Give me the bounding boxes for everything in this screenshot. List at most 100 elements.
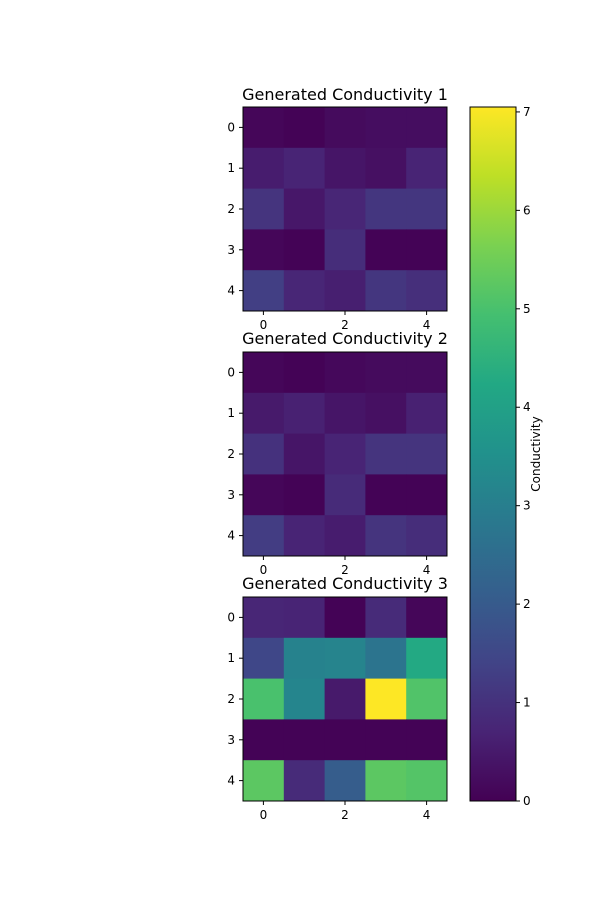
cell-r1-c3 bbox=[365, 392, 407, 435]
cell-r4-c1 bbox=[283, 760, 326, 802]
cell-r1-c1 bbox=[283, 637, 326, 680]
x-tick-label: 2 bbox=[341, 808, 349, 822]
cell-r0-c0 bbox=[243, 352, 285, 394]
cell-r1-c0 bbox=[243, 147, 285, 190]
cell-r1-c2 bbox=[324, 147, 366, 190]
cell-r2-c3 bbox=[365, 433, 407, 475]
y-axis: 0 1 2 3 4 bbox=[227, 610, 243, 788]
cell-r2-c2 bbox=[324, 188, 366, 230]
y-tick-label: 3 bbox=[227, 243, 235, 257]
y-tick-label: 3 bbox=[227, 733, 235, 747]
cell-r4-c3 bbox=[365, 760, 407, 802]
cell-r0-c0 bbox=[243, 107, 285, 149]
cell-r1-c3 bbox=[365, 147, 407, 190]
y-tick-label: 1 bbox=[227, 406, 235, 420]
cell-r3-c2 bbox=[324, 474, 366, 516]
x-tick-label: 4 bbox=[423, 563, 431, 577]
cell-r0-c3 bbox=[365, 597, 407, 639]
cell-r0-c1 bbox=[283, 597, 326, 639]
x-tick-label: 4 bbox=[423, 318, 431, 332]
cell-r4-c1 bbox=[283, 515, 326, 557]
cell-r1-c4 bbox=[406, 392, 448, 435]
heatmap-panel-3: 0 1 2 3 4 0 2 4 bbox=[227, 596, 448, 822]
cell-r2-c1 bbox=[283, 433, 326, 475]
colorbar-gradient bbox=[470, 107, 516, 801]
cell-r3-c3 bbox=[365, 719, 407, 761]
colorbar-tick-label: 4 bbox=[523, 400, 531, 414]
cell-r1-c2 bbox=[324, 392, 366, 435]
cell-r1-c0 bbox=[243, 392, 285, 435]
cell-r0-c1 bbox=[283, 352, 326, 394]
cell-r3-c4 bbox=[406, 229, 448, 271]
x-axis: 0 2 4 bbox=[260, 556, 431, 577]
colorbar-ticks: 0 1 2 3 4 5 6 7 bbox=[516, 105, 531, 808]
x-tick-label: 2 bbox=[341, 563, 349, 577]
colorbar-tick-label: 1 bbox=[523, 696, 531, 710]
colorbar-tick-label: 6 bbox=[523, 203, 531, 217]
cell-r1-c2 bbox=[324, 637, 366, 680]
cell-r0-c4 bbox=[406, 352, 448, 394]
y-tick-label: 4 bbox=[227, 529, 235, 543]
y-tick-label: 4 bbox=[227, 284, 235, 298]
heatmap-cells bbox=[243, 107, 448, 312]
cell-r2-c0 bbox=[243, 433, 285, 475]
y-tick-label: 2 bbox=[227, 692, 235, 706]
cell-r3-c1 bbox=[283, 474, 326, 516]
colorbar-tick-label: 2 bbox=[523, 597, 531, 611]
cell-r4-c2 bbox=[324, 760, 366, 802]
cell-r4-c1 bbox=[283, 270, 326, 312]
y-axis: 0 1 2 3 4 bbox=[227, 365, 243, 543]
colorbar-tick-label: 5 bbox=[523, 302, 531, 316]
cell-r0-c1 bbox=[283, 107, 326, 149]
y-tick-label: 0 bbox=[227, 610, 235, 624]
cell-r3-c0 bbox=[243, 474, 285, 516]
colorbar-frame bbox=[469, 106, 517, 802]
cell-r3-c3 bbox=[365, 474, 407, 516]
cell-r2-c4 bbox=[406, 433, 448, 475]
cell-r2-c4 bbox=[406, 188, 448, 230]
cell-r4-c4 bbox=[406, 270, 448, 312]
cell-r2-c2 bbox=[324, 433, 366, 475]
cell-r0-c4 bbox=[406, 597, 448, 639]
y-tick-label: 1 bbox=[227, 161, 235, 175]
cell-r4-c2 bbox=[324, 515, 366, 557]
colorbar-tick-label: 7 bbox=[523, 105, 531, 119]
x-axis: 0 2 4 bbox=[260, 311, 431, 332]
cell-r2-c1 bbox=[283, 678, 326, 720]
panel-title: Generated Conductivity 2 bbox=[242, 329, 448, 348]
cell-r1-c4 bbox=[406, 637, 448, 680]
cell-r1-c1 bbox=[283, 147, 326, 190]
cell-r0-c3 bbox=[365, 107, 407, 149]
cell-r0-c2 bbox=[324, 352, 366, 394]
cell-r4-c4 bbox=[406, 515, 448, 557]
x-tick-label: 4 bbox=[423, 808, 431, 822]
cell-r2-c0 bbox=[243, 188, 285, 230]
y-axis: 0 1 2 3 4 bbox=[227, 120, 243, 298]
cell-r0-c2 bbox=[324, 107, 366, 149]
cell-r2-c4 bbox=[406, 678, 448, 720]
cell-r2-c3 bbox=[365, 678, 407, 720]
heatmap-panel-1: 0 1 2 3 4 0 2 4 bbox=[227, 106, 448, 332]
cell-r2-c0 bbox=[243, 678, 285, 720]
cell-r3-c1 bbox=[283, 719, 326, 761]
cell-r0-c2 bbox=[324, 597, 366, 639]
cell-r3-c0 bbox=[243, 229, 285, 271]
cell-r0-c0 bbox=[243, 597, 285, 639]
cell-r3-c2 bbox=[324, 719, 366, 761]
cell-r4-c4 bbox=[406, 760, 448, 802]
heatmap-cells bbox=[243, 352, 448, 557]
y-tick-label: 4 bbox=[227, 774, 235, 788]
cell-r2-c2 bbox=[324, 678, 366, 720]
x-axis: 0 2 4 bbox=[260, 801, 431, 822]
colorbar: 0 1 2 3 4 5 6 7 Conductivity bbox=[469, 105, 543, 808]
cell-r4-c3 bbox=[365, 270, 407, 312]
cell-r4-c0 bbox=[243, 270, 285, 312]
cell-r2-c3 bbox=[365, 188, 407, 230]
cell-r1-c0 bbox=[243, 637, 285, 680]
cell-r3-c2 bbox=[324, 229, 366, 271]
cell-r2-c1 bbox=[283, 188, 326, 230]
y-tick-label: 2 bbox=[227, 202, 235, 216]
colorbar-label: Conductivity bbox=[529, 416, 543, 491]
cell-r0-c4 bbox=[406, 107, 448, 149]
